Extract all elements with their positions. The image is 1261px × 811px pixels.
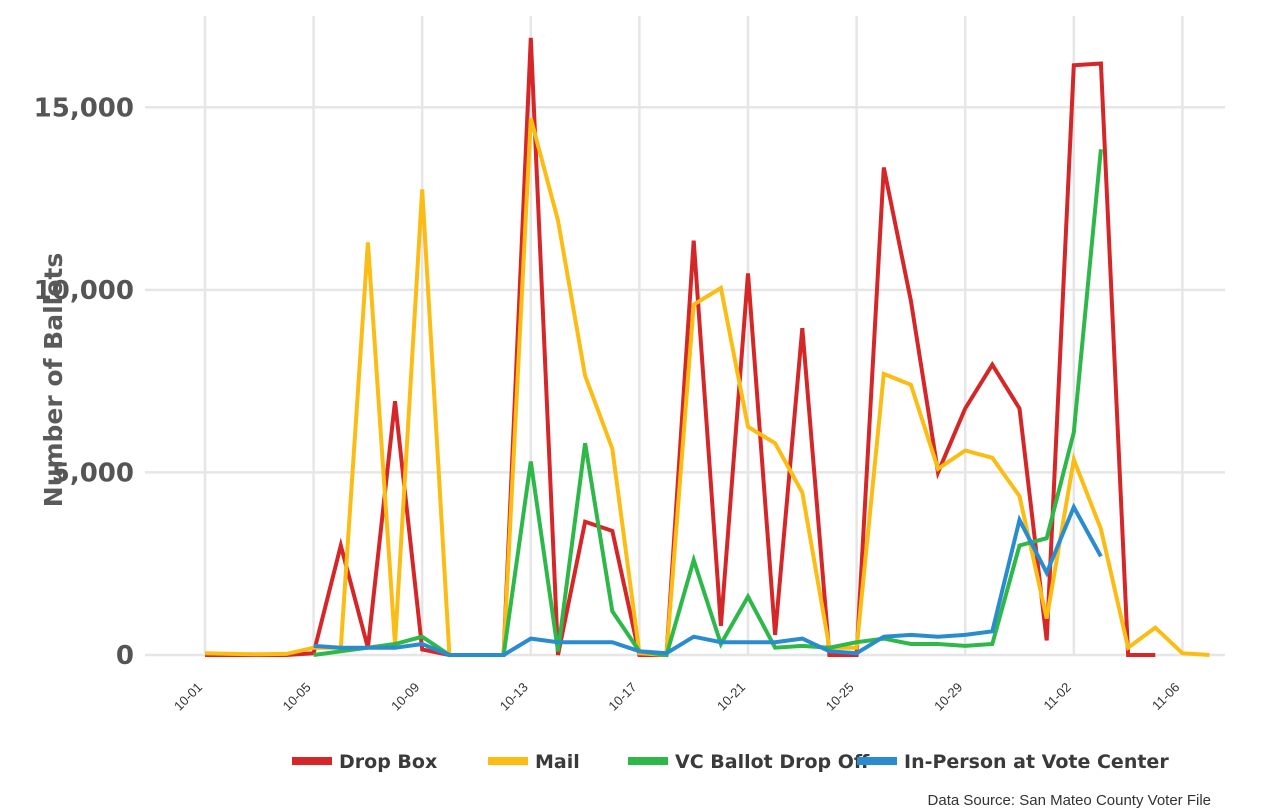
x-tick-label: 11-02 (1040, 680, 1073, 713)
series-lines (204, 37, 1210, 658)
y-tick-label: 10,000 (34, 276, 134, 306)
x-tick-label: 10-13 (497, 680, 531, 714)
legend-swatch (628, 757, 668, 765)
y-tick-label: 0 (116, 641, 134, 671)
legend-swatch (488, 757, 528, 765)
legend-item: VC Ballot Drop Off (628, 751, 870, 773)
x-tick-label: 10-17 (605, 680, 639, 714)
y-axis-label: Number of Ballots (39, 253, 68, 507)
legend-label: Mail (535, 751, 580, 773)
legend: Drop Box Mail VC Ballot Drop Off In-Person … (292, 751, 1169, 773)
data-source-note: Data Source: San Mateo County Voter File (927, 792, 1211, 809)
legend-label: In-Person at Vote Center (904, 751, 1169, 773)
legend-item: Mail (488, 751, 580, 773)
series-line-drop-box (205, 37, 1156, 657)
x-tick-label: 10-09 (388, 680, 422, 714)
legend-item: In-Person at Vote Center (857, 751, 1169, 773)
legend-label: VC Ballot Drop Off (675, 751, 870, 773)
legend-label: Drop Box (339, 751, 437, 773)
y-tick-label: 5,000 (52, 458, 134, 488)
x-tick-label: 10-29 (931, 680, 965, 714)
x-tick-label: 10-21 (714, 680, 748, 714)
y-tick-labels: 0 5,000 10,000 15,000 (34, 93, 134, 671)
x-tick-labels: 10-01 10-05 10-09 10-13 10-17 10-21 10-25 10-29… (171, 680, 1183, 714)
series-line-mail (204, 117, 1210, 658)
series-line-vc-ballot-drop-off (313, 149, 1103, 658)
x-tick-label: 10-25 (823, 680, 857, 714)
x-tick-label: 10-01 (171, 680, 205, 714)
x-tick-label: 10-05 (280, 680, 314, 714)
legend-swatch (857, 757, 897, 765)
legend-swatch (292, 757, 332, 765)
y-tick-label: 15,000 (34, 93, 134, 123)
series-line-in-person-at-vote-center (313, 502, 1103, 657)
x-tick-label: 11-06 (1149, 680, 1182, 713)
legend-item: Drop Box (292, 751, 437, 773)
